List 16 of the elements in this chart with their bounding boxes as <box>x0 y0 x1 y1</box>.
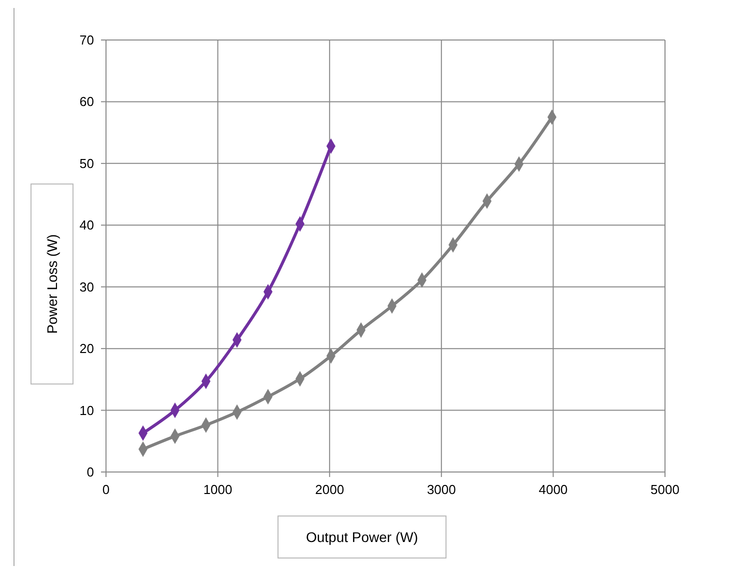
y-axis-title: Power Loss (W) <box>44 234 60 334</box>
y-tick-label: 10 <box>80 402 94 418</box>
x-tick-label: 3000 <box>426 482 456 497</box>
y-tick-label: 20 <box>80 341 94 356</box>
x-tick-label: 0 <box>102 482 110 497</box>
x-tick-label: 1000 <box>203 482 232 497</box>
y-tick-label: 50 <box>80 156 94 171</box>
x-axis-title: Output Power (W) <box>306 529 418 545</box>
y-tick-label: 0 <box>86 464 94 480</box>
x-tick-label: 2000 <box>315 482 344 497</box>
x-tick-label: 4000 <box>538 482 568 497</box>
y-tick-label: 40 <box>80 218 94 233</box>
y-tick-label: 30 <box>80 279 94 294</box>
x-tick-label: 5000 <box>650 482 680 497</box>
y-tick-label: 60 <box>80 94 94 110</box>
y-tick-label: 70 <box>80 32 94 48</box>
